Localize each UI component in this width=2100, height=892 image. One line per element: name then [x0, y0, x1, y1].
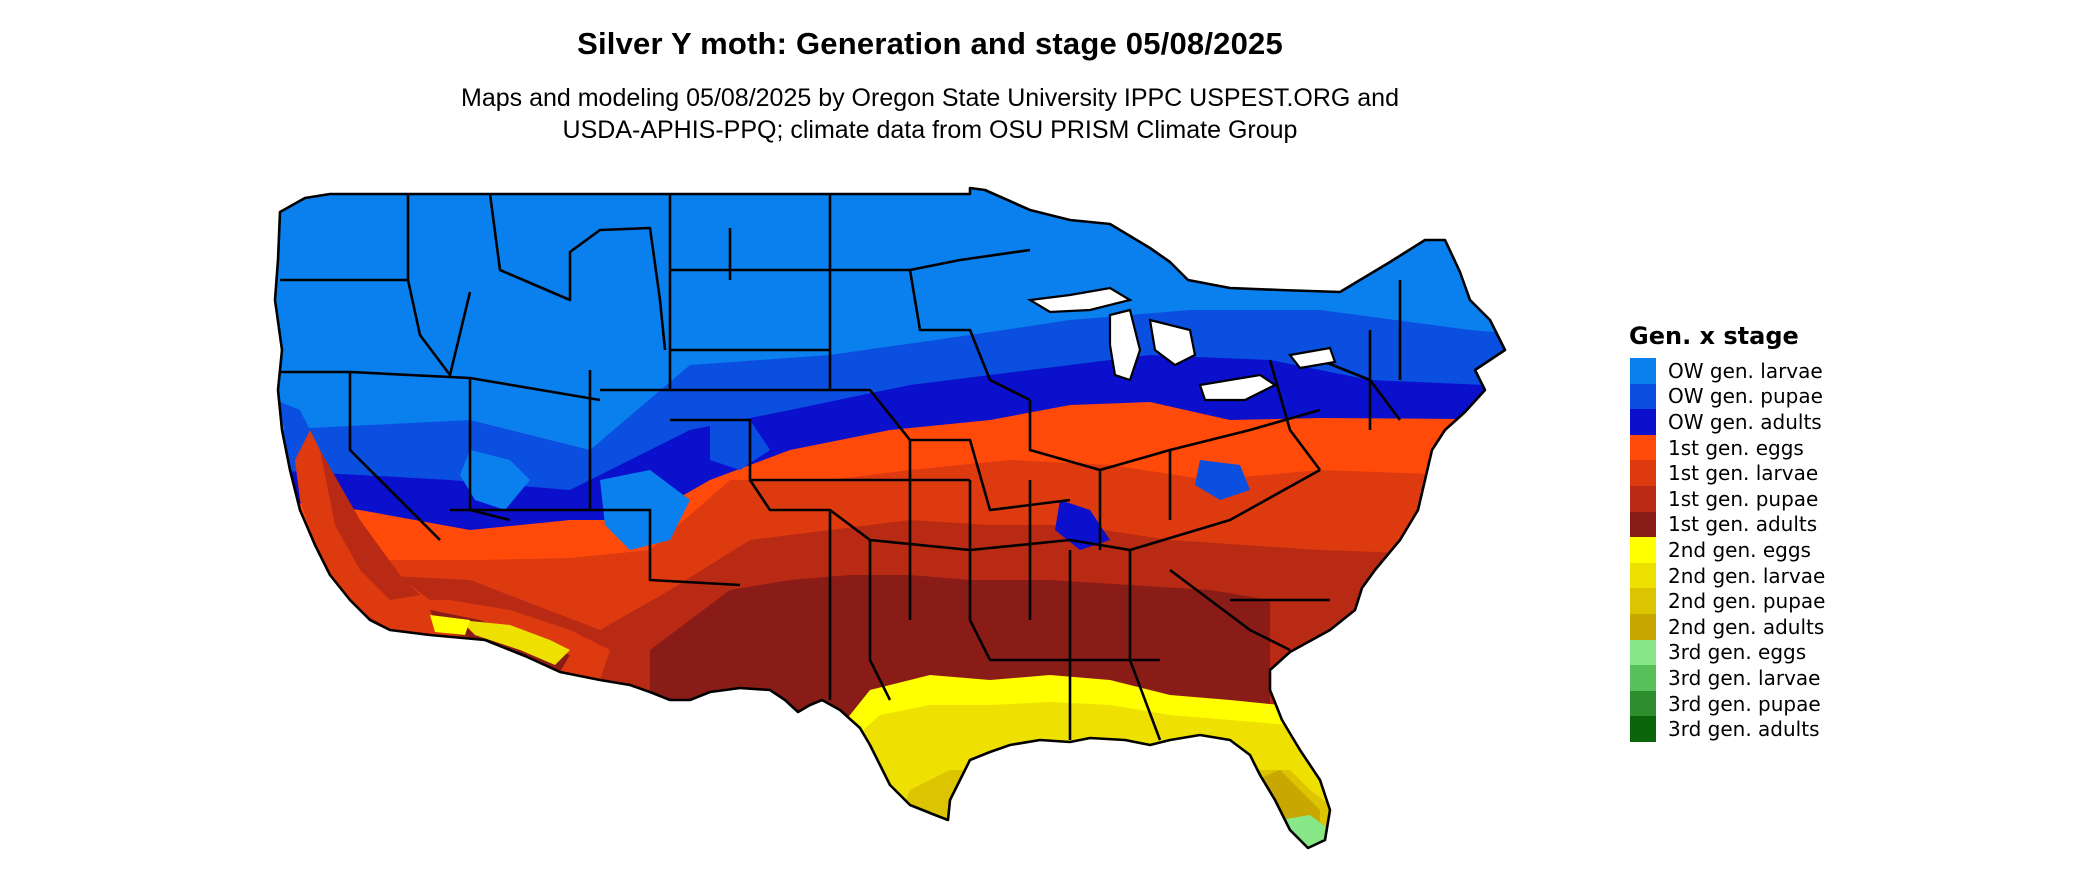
legend-item: 3rd gen. pupae	[1630, 690, 2090, 717]
legend-item: OW gen. adults	[1630, 409, 2090, 435]
legend-swatch	[1630, 460, 1656, 486]
legend-label: OW gen. pupae	[1668, 384, 1823, 409]
legend-label: 2nd gen. eggs	[1668, 537, 1811, 562]
legend-swatch	[1630, 409, 1656, 435]
legend-label: 3rd gen. pupae	[1668, 691, 1821, 716]
legend-item: 3rd gen. adults	[1630, 716, 2090, 742]
legend: Gen. x stage OW gen. larvae OW gen. pupa…	[1629, 322, 2090, 742]
legend-swatch	[1630, 588, 1656, 614]
legend-swatch	[1630, 716, 1656, 742]
legend-label: 2nd gen. larvae	[1668, 563, 1826, 588]
legend-item: 2nd gen. adults	[1630, 613, 2090, 640]
legend-swatch	[1630, 690, 1656, 717]
legend-swatch	[1630, 383, 1656, 410]
legend-item: 1st gen. eggs	[1630, 434, 2090, 461]
legend-swatch	[1630, 537, 1656, 563]
legend-label: OW gen. adults	[1668, 409, 1822, 434]
legend-label: 1st gen. larvae	[1668, 461, 1819, 486]
legend-swatch	[1630, 485, 1656, 512]
great-lakes	[1026, 286, 1337, 402]
legend-item: 1st gen. larvae	[1630, 460, 2090, 486]
legend-label: 3rd gen. eggs	[1668, 640, 1807, 665]
legend-label: 3rd gen. adults	[1668, 717, 1820, 742]
legend-swatch	[1630, 358, 1656, 384]
legend-item: 3rd gen. larvae	[1630, 665, 2090, 691]
us-map-svg	[273, 186, 1507, 850]
legend-swatch	[1630, 562, 1656, 589]
legend-label: 1st gen. eggs	[1668, 435, 1804, 460]
map-subtitle-line-2: USDA-APHIS-PPQ; climate data from OSU PR…	[562, 116, 1298, 144]
legend-label: 2nd gen. adults	[1668, 614, 1825, 639]
legend-label: 3rd gen. larvae	[1668, 665, 1821, 690]
legend-item: 2nd gen. larvae	[1630, 562, 2090, 589]
map-title: Silver Y moth: Generation and stage 05/0…	[577, 26, 1283, 61]
legend-item: 1st gen. adults	[1630, 511, 2090, 538]
legend-title: Gen. x stage	[1629, 322, 1799, 350]
legend-swatch	[1630, 639, 1656, 666]
legend-item: 2nd gen. pupae	[1630, 588, 2090, 614]
legend-item: OW gen. larvae	[1630, 358, 2090, 384]
legend-label: 1st gen. adults	[1668, 512, 1818, 537]
legend-swatch	[1630, 665, 1656, 691]
legend-item: OW gen. pupae	[1630, 383, 2090, 410]
us-map	[270, 180, 1600, 892]
legend-item: 1st gen. pupae	[1630, 485, 2090, 512]
legend-swatch	[1630, 613, 1656, 640]
legend-swatch	[1630, 434, 1656, 461]
legend-label: OW gen. larvae	[1668, 358, 1823, 383]
legend-item: 2nd gen. eggs	[1630, 537, 2090, 563]
legend-items: OW gen. larvae OW gen. pupae OW gen. adu…	[1630, 358, 2090, 742]
legend-label: 2nd gen. pupae	[1668, 589, 1826, 614]
legend-label: 1st gen. pupae	[1668, 486, 1819, 511]
legend-item: 3rd gen. eggs	[1630, 639, 2090, 666]
legend-swatch	[1630, 511, 1656, 538]
map-subtitle-line-1: Maps and modeling 05/08/2025 by Oregon S…	[461, 84, 1399, 112]
state-borders	[273, 186, 1507, 850]
